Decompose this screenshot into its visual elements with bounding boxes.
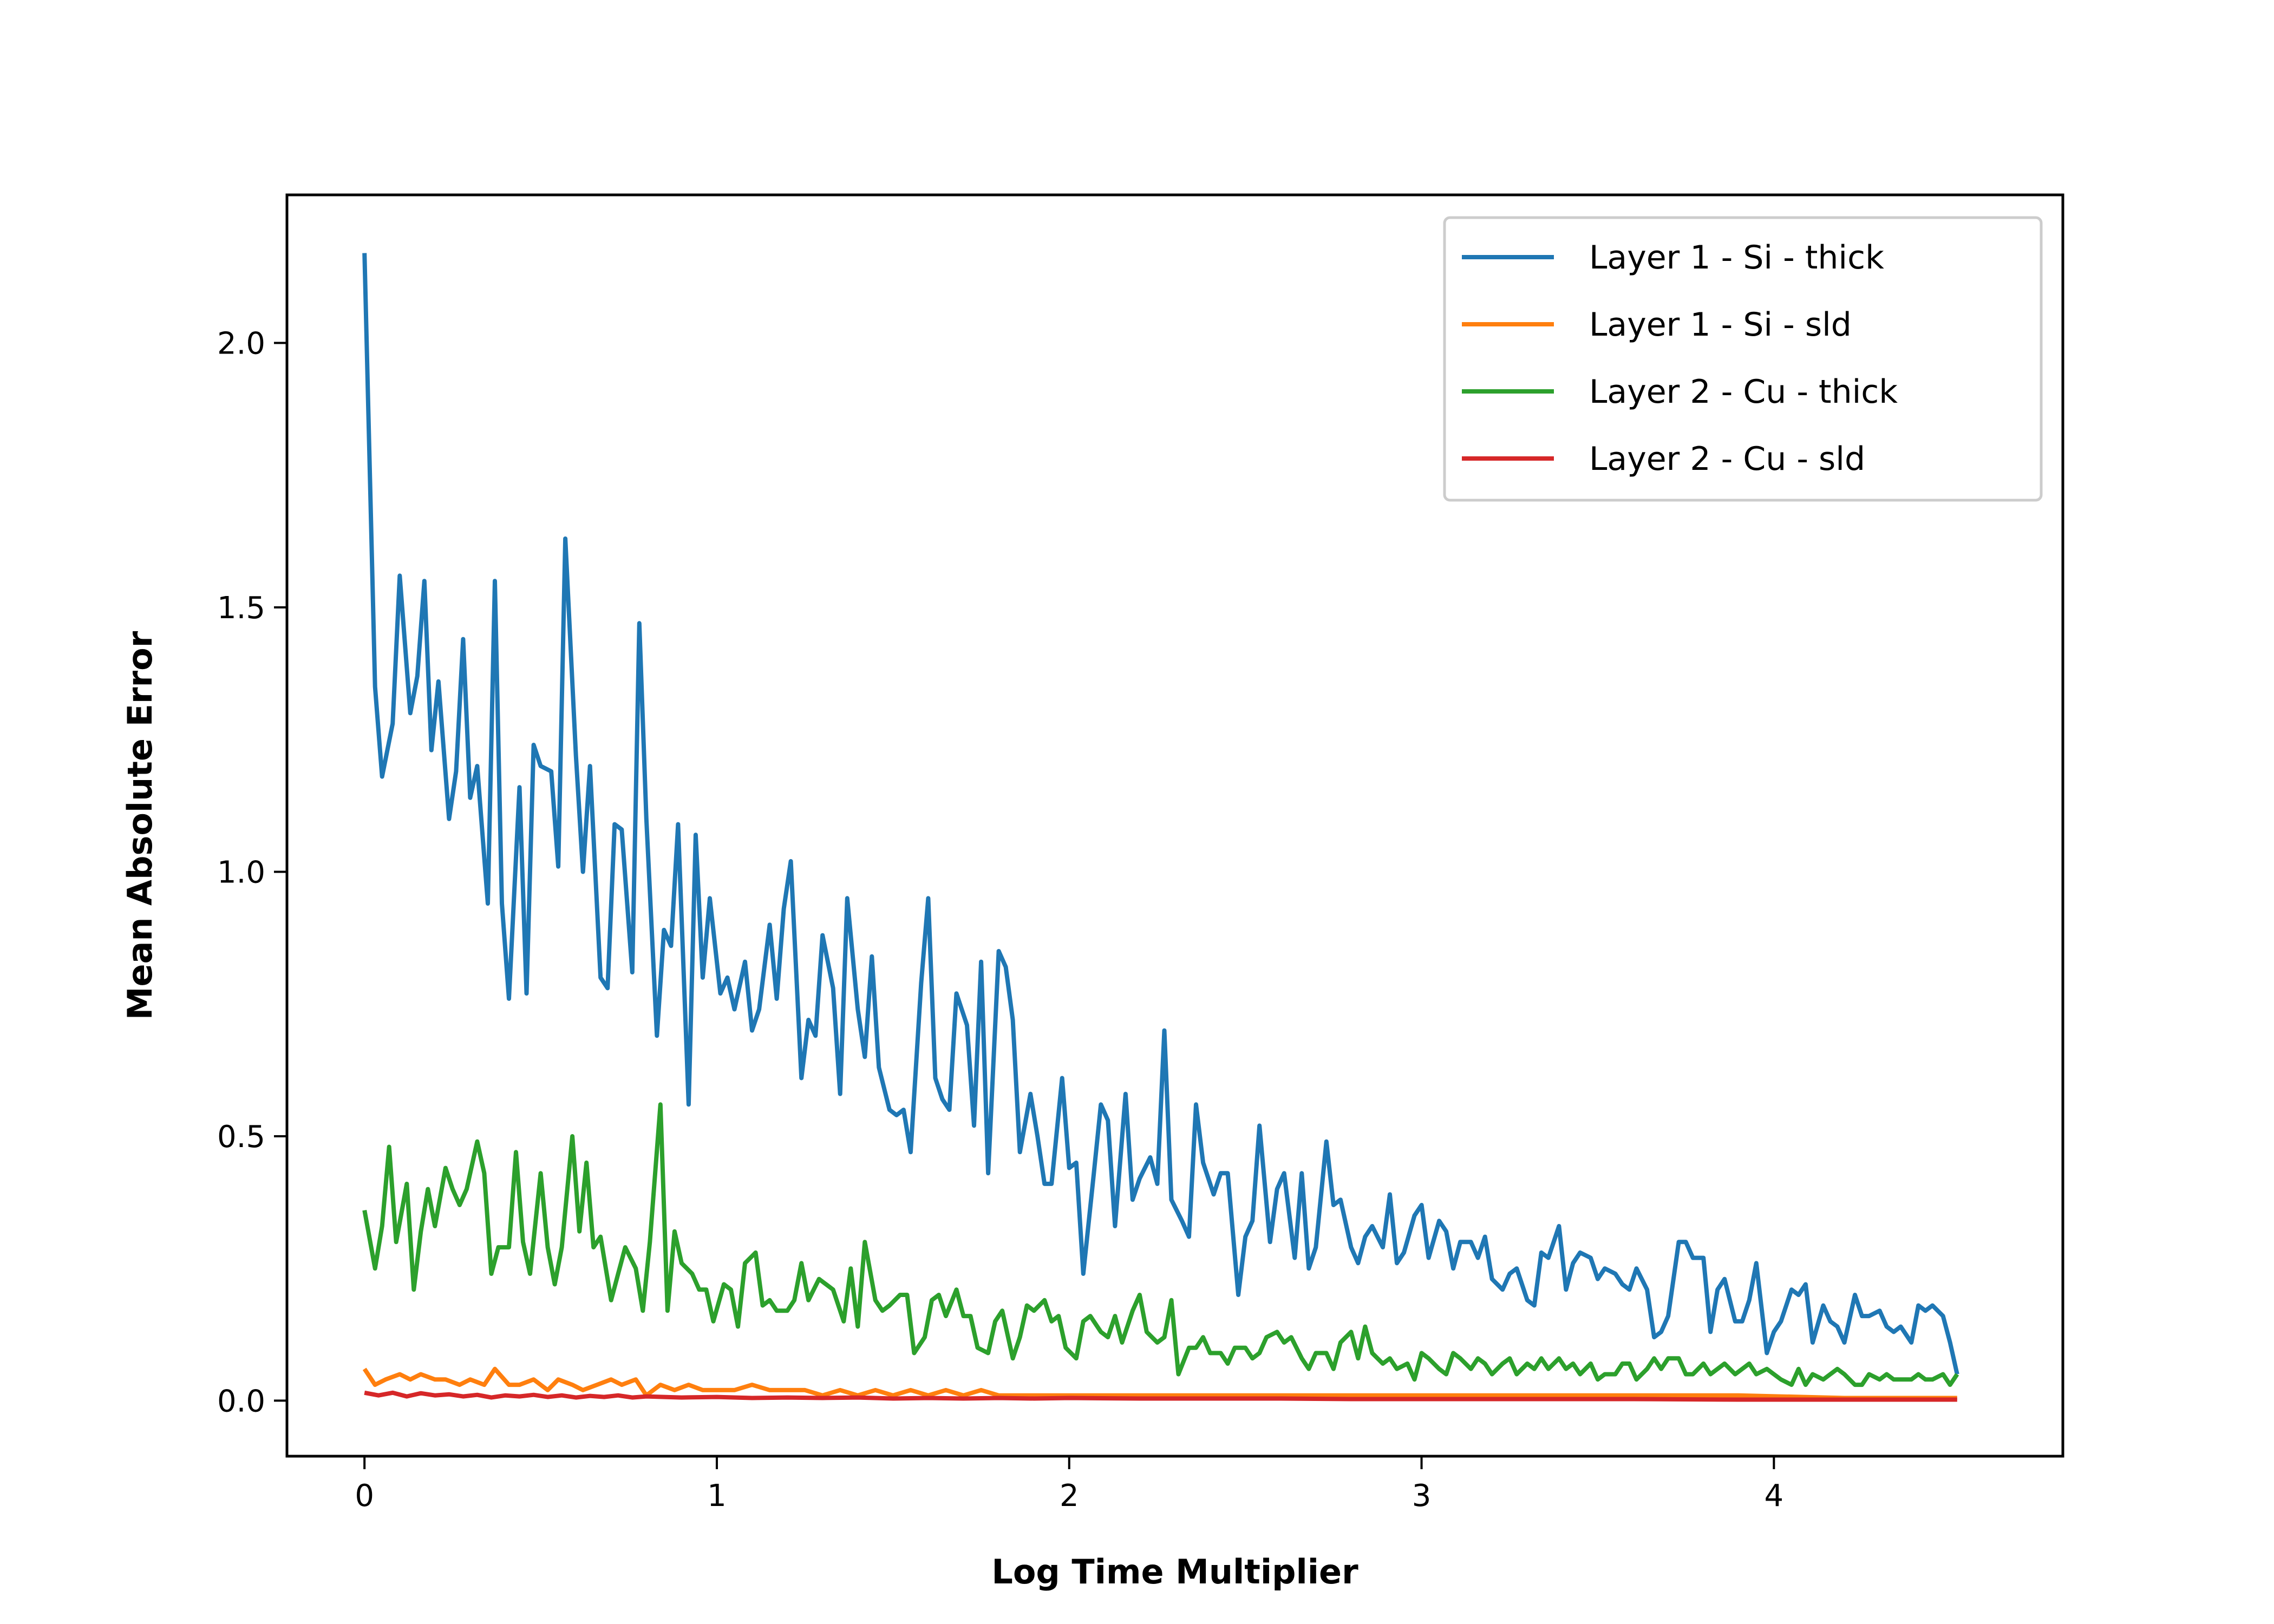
x-tick-label: 0: [355, 1478, 374, 1514]
legend-entries: Layer 1 - Si - thick Layer 1 - Si - sld La…: [1462, 239, 1898, 478]
series-line-3: [362, 1102, 1959, 1387]
legend-label-2: Layer 1 - Si - sld: [1589, 306, 1852, 344]
y-axis-label: Mean Absolute Error: [120, 631, 160, 1020]
y-axis: 0.0 0.5 1.0 1.5 2.0: [217, 326, 287, 1419]
y-tick-label: 1.5: [217, 591, 265, 626]
series-line-1: [362, 253, 1959, 1375]
legend-label-4: Layer 2 - Cu - sld: [1589, 440, 1865, 478]
y-tick-label: 1.0: [217, 855, 265, 890]
y-tick-label: 2.0: [217, 326, 265, 362]
x-axis: 0 1 2 3 4: [355, 1456, 1783, 1514]
plot-frame: [285, 193, 2064, 1458]
series-line-2: [362, 1366, 1957, 1400]
series-layer: [362, 253, 1959, 1402]
series-line-4: [364, 1390, 1957, 1402]
x-tick-label: 4: [1765, 1478, 1784, 1514]
legend-box: [1443, 216, 2043, 502]
y-tick-label: 0.5: [217, 1119, 265, 1155]
x-tick-label: 3: [1412, 1478, 1432, 1514]
y-tick-label: 0.0: [217, 1384, 265, 1419]
x-axis-label: Log Time Multiplier: [991, 1552, 1358, 1592]
legend-label-3: Layer 2 - Cu - thick: [1589, 373, 1898, 411]
legend: Layer 1 - Si - thick Layer 1 - Si - sld La…: [1443, 216, 2043, 502]
x-tick-label: 2: [1060, 1478, 1079, 1514]
x-tick-label: 1: [707, 1478, 727, 1514]
legend-label-1: Layer 1 - Si - thick: [1589, 239, 1884, 277]
